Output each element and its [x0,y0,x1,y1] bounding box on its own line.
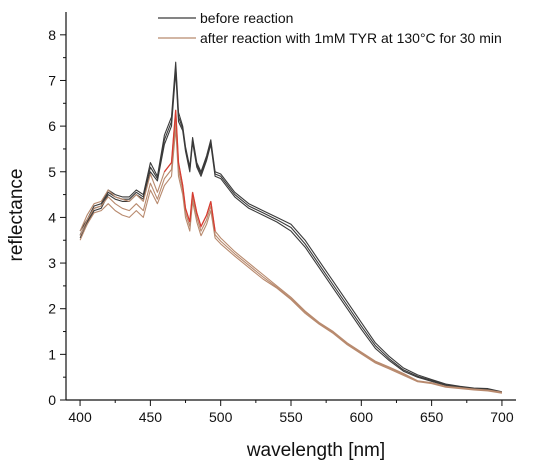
x-tick-label-600: 600 [350,409,374,425]
ticks: 400 450 500 550 600 650 700 0 1 2 3 4 5 6 7 8 [48,27,514,425]
y-tick-label-2: 2 [48,301,56,317]
legend-label-before-reaction: before reaction [200,10,293,26]
legend-label-after-reaction: after reaction with 1mM TYR at 130°C for… [200,30,502,46]
x-tick-label-700: 700 [490,409,514,425]
series-1-line-1 [79,118,502,394]
series-1-line-2 [79,127,502,394]
y-tick-label-0: 0 [48,392,56,408]
series-0-line-0 [79,61,503,393]
x-tick-label-500: 500 [209,409,233,425]
series-1-highlight [163,110,216,232]
y-tick-label-1: 1 [48,346,56,362]
y-tick-label-6: 6 [48,118,56,134]
legend: before reaction after reaction with 1mM … [158,10,502,46]
series-lines [79,61,503,394]
x-tick-label-400: 400 [68,409,92,425]
y-tick-label-5: 5 [48,164,56,180]
y-tick-label-3: 3 [48,255,56,271]
y-tick-label-7: 7 [48,72,56,88]
y-tick-label-4: 4 [48,209,56,225]
x-axis-label: wavelength [nm] [246,440,385,461]
series-0-line-2 [79,70,503,394]
x-tick-label-450: 450 [139,409,163,425]
x-tick-label-650: 650 [420,409,444,425]
y-axis-label: reflectance [6,169,27,262]
x-tick-label-550: 550 [279,409,303,425]
y-tick-label-8: 8 [48,27,56,43]
series-0-line-1 [79,66,503,393]
series-1-line-0 [79,109,502,393]
